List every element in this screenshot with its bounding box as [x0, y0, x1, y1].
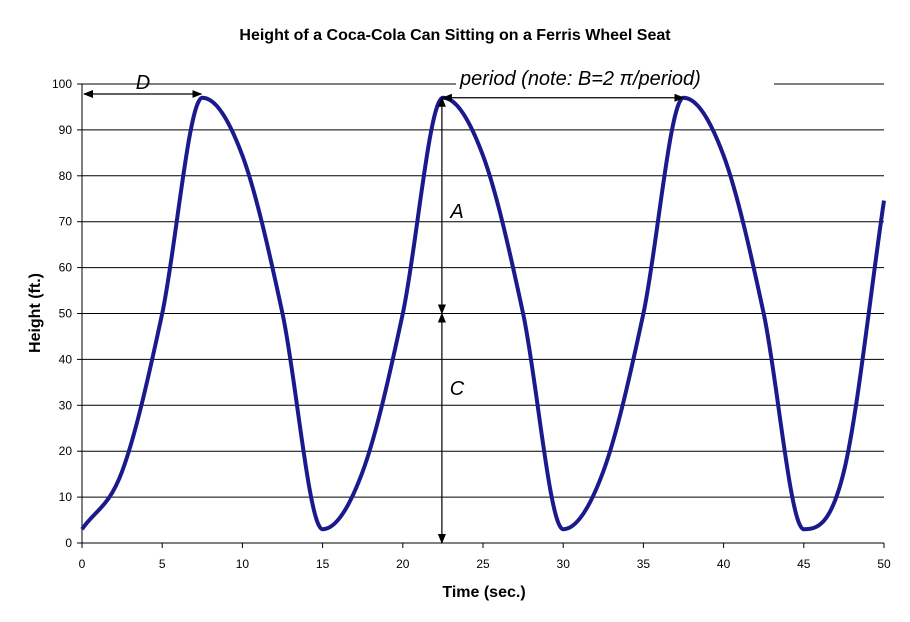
y-tick-label: 90	[59, 123, 73, 137]
x-tick-label: 10	[236, 557, 250, 571]
x-tick-label: 35	[637, 557, 651, 571]
period-label-background	[456, 62, 774, 94]
y-tick-label: 30	[59, 398, 73, 412]
x-tick-label: 50	[877, 557, 891, 571]
y-tick-label: 80	[59, 169, 73, 183]
y-tick-label: 100	[52, 77, 72, 91]
y-tick-label: 70	[59, 215, 73, 229]
x-tick-labels: 0 5 10 15 20 25 30 35 40 45 50	[79, 557, 891, 571]
x-axis-label: Time (sec.)	[442, 584, 525, 601]
x-tick-label: 25	[476, 557, 490, 571]
chart-title: Height of a Coca-Cola Can Sitting on a F…	[239, 27, 671, 44]
x-tick-label: 20	[396, 557, 410, 571]
y-tick-label: 40	[59, 352, 73, 366]
x-tick-label: 5	[159, 557, 166, 571]
period-label: period (note: B=2 π/period)	[459, 68, 701, 90]
series	[80, 95, 886, 532]
y-tick-label: 20	[59, 444, 73, 458]
d-label: D	[136, 72, 150, 94]
x-tick-label: 40	[717, 557, 731, 571]
y-tick-label: 50	[59, 307, 73, 321]
x-tick-label: 30	[557, 557, 571, 571]
y-tick-labels: 0 10 20 30 40 50 60 70 80 90 100	[52, 77, 72, 550]
a-label: A	[449, 201, 463, 223]
series-line	[80, 95, 886, 532]
y-axis-label: Height (ft.)	[27, 273, 44, 353]
y-tick-label: 0	[65, 536, 72, 550]
y-tick-label: 60	[59, 261, 73, 275]
c-label: C	[450, 378, 465, 400]
x-tick-label: 0	[79, 557, 86, 571]
gridlines	[82, 83, 884, 498]
axes	[77, 83, 885, 548]
y-tick-label: 10	[59, 490, 73, 504]
x-tick-label: 45	[797, 557, 811, 571]
x-tick-label: 15	[316, 557, 330, 571]
